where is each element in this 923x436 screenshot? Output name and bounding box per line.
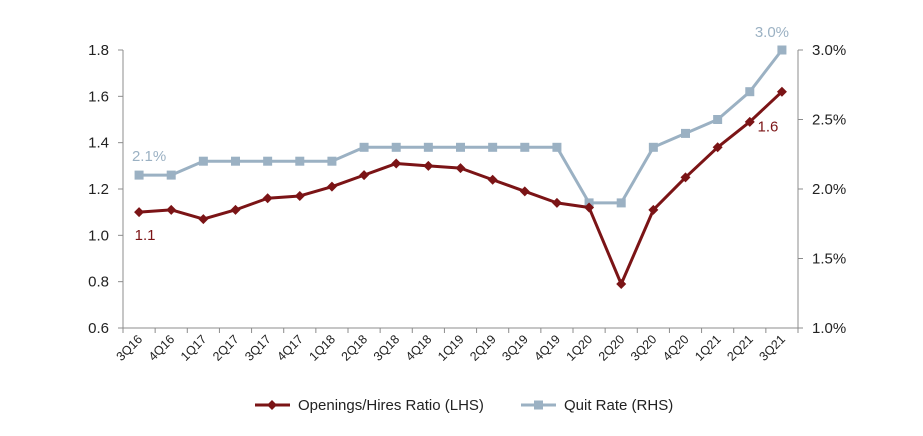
- x-tick-label: 3Q19: [499, 332, 531, 364]
- series-layer: [134, 45, 787, 289]
- openings-hires-point: [616, 278, 627, 289]
- right-tick-label: 1.0%: [812, 320, 846, 337]
- openings-hires-point: [551, 197, 562, 208]
- x-tick-label: 2Q20: [596, 332, 628, 364]
- quit-rate-point: [552, 142, 562, 152]
- openings-hires-point: [744, 116, 755, 127]
- quit-rate-point: [327, 156, 337, 166]
- legend-label-quit-rate: Quit Rate (RHS): [564, 397, 673, 414]
- openings-hires-point: [712, 142, 723, 153]
- openings-hires-point: [294, 190, 305, 201]
- openings-hires-point: [519, 186, 530, 197]
- openings-hires-point: [230, 204, 241, 215]
- x-tick-label: 1Q20: [564, 332, 596, 364]
- quit-rate-point: [713, 115, 723, 124]
- openings-hires-point: [776, 86, 787, 97]
- x-tick-label: 4Q19: [532, 332, 564, 364]
- right-tick-label: 2.5%: [812, 112, 846, 129]
- x-tick-label: 4Q17: [274, 332, 306, 364]
- x-tick-label: 3Q21: [757, 332, 789, 364]
- x-tick-label: 4Q20: [660, 332, 692, 364]
- x-tick-label: 3Q18: [371, 332, 403, 364]
- left-tick-label: 1.8: [88, 42, 109, 59]
- data-label: 1.1: [135, 227, 156, 244]
- right-tick-label: 1.5%: [812, 251, 846, 268]
- openings-hires-point: [584, 202, 595, 213]
- openings-hires-point: [648, 204, 659, 215]
- openings-hires-point: [326, 181, 337, 192]
- x-tick-label: 2Q19: [467, 332, 499, 364]
- x-axis-ticks: 3Q16 4Q16 1Q17 2Q17 3Q17 4Q17 1Q18 2Q18 3Q18 4Q18…: [114, 328, 799, 364]
- left-axis-ticks: 0.6 0.8 1.0 1.2 1.4 1.6 1.8: [88, 42, 123, 337]
- quit-rate-point: [488, 142, 498, 152]
- quit-rate-point: [263, 156, 273, 166]
- data-label: 1.6: [757, 119, 778, 136]
- left-tick-label: 1.4: [88, 135, 109, 152]
- legend-marker-openings-hires: [267, 400, 277, 410]
- quit-rate-point: [681, 128, 690, 138]
- x-tick-label: 1Q19: [435, 332, 467, 364]
- right-axis-ticks: 1.0% 1.5% 2.0% 2.5% 3.0%: [798, 42, 846, 337]
- openings-hires-point: [134, 207, 145, 218]
- left-tick-label: 1.0: [88, 227, 109, 244]
- openings-hires-line: [138, 90, 783, 286]
- openings-hires-point: [198, 214, 209, 225]
- legend: Openings/Hires Ratio (LHS) Quit Rate (RH…: [255, 397, 673, 414]
- legend-marker-quit-rate: [534, 400, 543, 410]
- x-tick-label: 2Q21: [724, 332, 756, 364]
- openings-hires-point: [359, 170, 370, 181]
- quit-rate-point: [456, 142, 465, 152]
- quit-rate-point: [777, 45, 787, 55]
- x-tick-label: 4Q16: [146, 332, 178, 364]
- openings-hires-point: [391, 158, 402, 169]
- quit-rate-point: [198, 156, 208, 166]
- quit-rate-point: [648, 142, 658, 152]
- quit-rate-point: [391, 142, 401, 152]
- quit-rate-point: [231, 156, 240, 166]
- openings-hires-point: [487, 174, 498, 185]
- data-label: 3.0%: [755, 24, 789, 41]
- x-tick-label: 4Q18: [403, 332, 435, 364]
- quit-rate-point: [745, 87, 755, 97]
- quit-rate-point: [295, 156, 305, 166]
- left-tick-label: 1.2: [88, 181, 109, 198]
- right-tick-label: 2.0%: [812, 181, 846, 198]
- legend-label-openings-hires: Openings/Hires Ratio (LHS): [298, 397, 484, 414]
- x-tick-label: 3Q16: [114, 332, 146, 364]
- x-tick-label: 3Q20: [628, 332, 660, 364]
- quit-rate-point: [166, 170, 176, 180]
- axes: [122, 50, 799, 329]
- annotations: 1.1 1.6 2.1% 3.0%: [132, 24, 789, 244]
- left-tick-label: 0.6: [88, 320, 109, 337]
- quit-rate-point: [134, 170, 144, 180]
- x-tick-label: 1Q17: [178, 332, 210, 364]
- left-tick-label: 0.8: [88, 274, 109, 291]
- series-openings-hires: [134, 86, 787, 289]
- series-quit-rate: [134, 45, 787, 208]
- x-tick-label: 1Q21: [692, 332, 724, 364]
- left-tick-label: 1.6: [88, 88, 109, 105]
- x-tick-label: 2Q17: [210, 332, 242, 364]
- data-label: 2.1%: [132, 148, 166, 165]
- quit-rate-point: [520, 142, 530, 152]
- quit-rate-point: [616, 198, 626, 208]
- openings-hires-point: [455, 163, 466, 174]
- quit-rate-point: [423, 142, 433, 152]
- x-tick-label: 2Q18: [339, 332, 371, 364]
- x-tick-label: 3Q17: [242, 332, 274, 364]
- openings-hires-point: [262, 193, 273, 204]
- right-tick-label: 3.0%: [812, 42, 846, 59]
- x-tick-label: 1Q18: [307, 332, 339, 364]
- openings-hires-point: [166, 204, 177, 215]
- openings-hires-point: [680, 172, 691, 183]
- openings-hires-point: [423, 160, 434, 171]
- quit-rate-point: [359, 142, 369, 152]
